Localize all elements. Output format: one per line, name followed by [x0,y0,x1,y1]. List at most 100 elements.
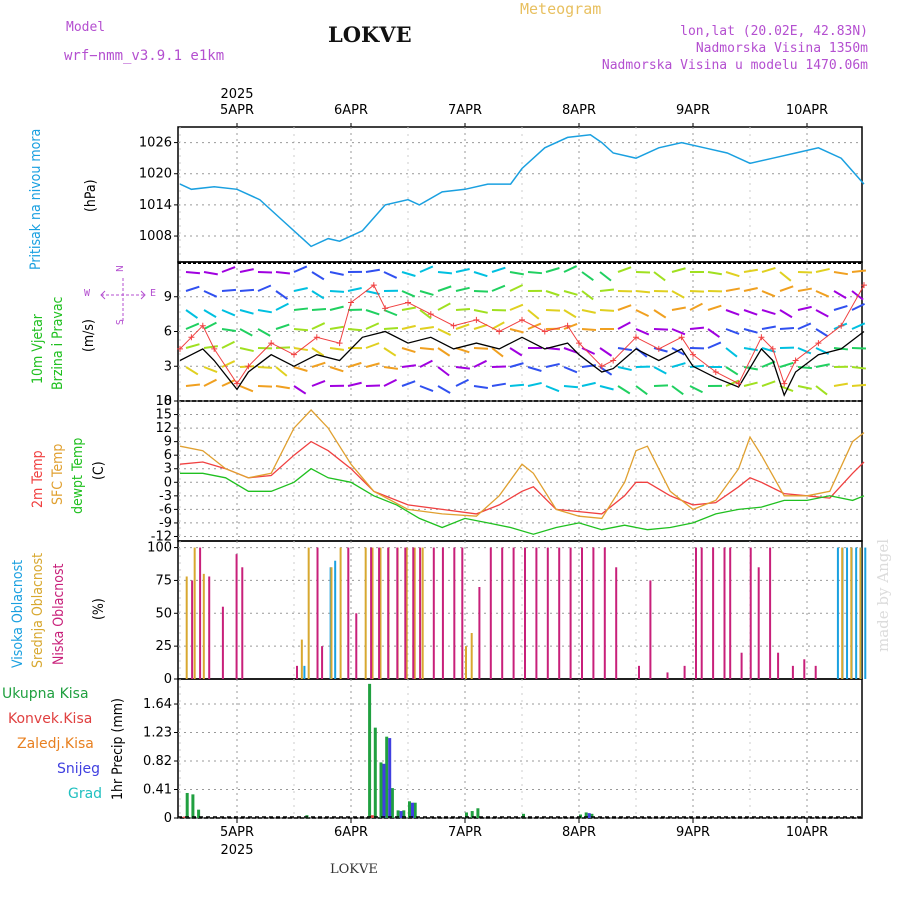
wind-arrow [689,385,703,394]
wind-arrow [635,385,648,396]
compass-arrows-icon [100,278,146,322]
wind-arrow [563,290,578,296]
y-tick-label: 12 [155,421,172,436]
wind-arrow [599,385,614,391]
wind-arrow [797,305,812,311]
cloud-mid-bar [850,547,853,679]
wind-gust-marker [188,334,195,341]
wind-arrow [239,309,254,315]
wind-arrow [545,385,560,393]
wind-arrow [833,290,847,299]
wind-arrow [563,265,578,273]
wind-gust-marker [519,316,525,323]
wind-arrow [797,366,813,370]
wind-arrow [851,366,867,370]
wind-arrow [203,309,217,318]
wind-arrow [509,328,524,334]
y-tick-label: 6 [164,325,172,340]
wind-gust-marker [211,345,218,352]
wind-arrow [599,347,613,357]
wind-arrow [293,366,308,372]
x-tick-label-top: 8APR [562,103,596,118]
precip-total-bar [191,794,195,818]
wind-arrow [491,347,504,358]
wind-arrow [725,287,740,292]
wind-arrow [221,328,236,333]
wind-arrow [365,268,380,273]
compass-west: W [84,288,91,299]
wind-arrow [473,323,488,330]
wind-arrow [815,290,830,298]
x-tick-label-top: 9APR [676,103,710,118]
cloud-low-bar [432,547,435,679]
wind-arrow [617,266,632,273]
precip-total-bar [379,762,383,818]
y-tick-label: 1026 [139,136,172,151]
wind-arrow [275,290,289,300]
x-tick-label-top: 10APR [786,103,828,118]
wind-arrow [383,309,398,317]
wind-arrow [401,324,416,330]
wind-arrow [815,309,829,318]
cloud-low-bar [404,547,407,679]
wind-arrow [347,287,362,292]
wind-arrow [707,341,722,349]
legend-konvek: Konvek.Kisa [8,711,93,727]
wind-arrow [455,366,471,370]
wind-arrow [383,378,397,387]
wind-arrow [581,271,594,282]
cloud-mid-bar [202,573,205,679]
x-tick-label-bottom: 10APR [786,825,828,840]
station-name: LOKVE [328,22,412,47]
cloud-low-bar [695,547,697,679]
wind-arrow [761,360,776,368]
x-tick-label-bottom: 9APR [676,825,710,840]
wind-arrow [617,321,631,330]
wind-arrow [401,347,416,354]
legend-ukupna: Ukupna Kisa [2,686,89,702]
wind-arrow [743,268,758,273]
wind-arrow [401,290,416,298]
wind-arrow [761,290,776,298]
cloud-low-bar [769,547,772,679]
y-tick-label: 100 [147,541,172,556]
wind-arrow [563,385,579,389]
model-value: wrf−nmm_v3.9.1 e1km [64,48,225,64]
cloud-low-bar [199,547,202,679]
wind-arrow [455,323,470,330]
wind-gust-marker [861,282,867,289]
x-tick-label-top: 7APR [448,103,482,118]
cloud-low-bar [723,547,726,679]
wind-arrow [815,328,829,338]
wind-gust-marker [370,282,377,289]
wind-arrow [671,328,686,336]
x-tick-label-bottom: 6APR [334,825,368,840]
wind-arrow [365,309,380,316]
wind-gust-marker [541,328,548,335]
wind-gust-marker [633,334,639,341]
precip-total-bar [373,727,377,818]
wind-arrow [797,287,812,292]
wind-arrow [761,309,776,315]
wind-arrow [617,366,632,372]
cloud-low-bar [316,547,319,679]
wind-arrow [221,288,237,292]
model-label: Model [66,20,106,35]
cloud-low-bar [370,547,373,679]
wind-arrow [383,347,397,357]
y-tick-label: -9 [159,516,172,531]
wind-arrow [563,309,577,319]
cloud-low-bar [235,554,238,679]
wind-arrow [743,309,758,316]
wind-arrow [203,321,217,330]
wind-arrow [221,360,236,368]
wind-arrow [509,383,525,387]
wind-arrow [671,290,685,299]
y-tick-label: 18 [155,394,172,409]
wind-arrow [185,383,201,387]
y-tick-label: 25 [155,639,172,654]
wind-arrow [311,271,325,281]
wind-arrow [581,290,594,301]
wind-arrow [347,328,363,332]
wind-arrow [689,302,703,311]
